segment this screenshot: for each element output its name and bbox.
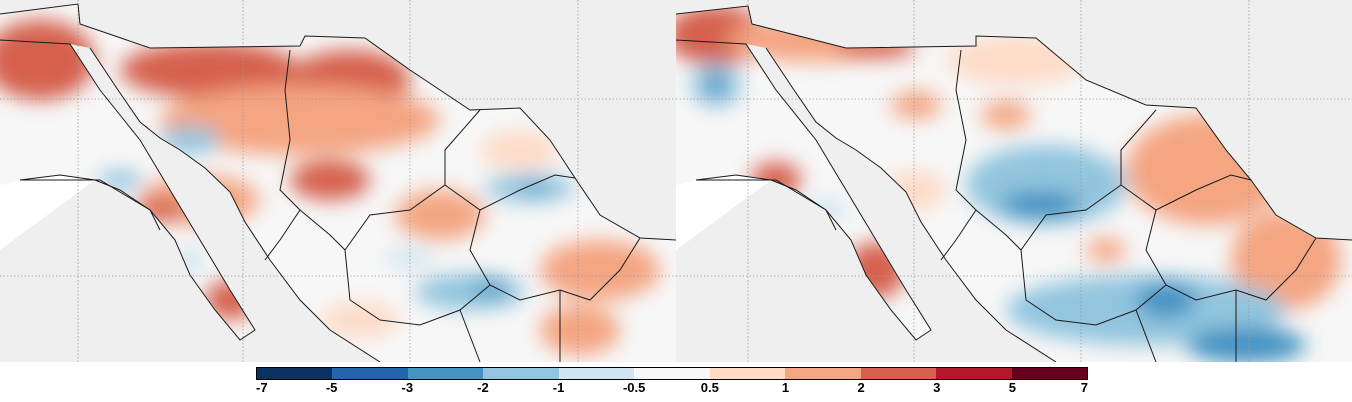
map-panel-left: [0, 0, 676, 362]
state-borders-left: [0, 3, 676, 362]
colorbar-tick-label: -3: [401, 380, 414, 395]
colorbar-labels: -7 -5 -3 -2 -1 -0.5 0.5 1 2 3 5 7: [256, 380, 1088, 398]
colorbar-tick-label: 5: [1008, 380, 1016, 395]
colorbar-segment: [483, 368, 559, 379]
colorbar: [256, 367, 1088, 380]
colorbar-segment: [860, 368, 937, 379]
colorbar-tick-label: 7: [1080, 380, 1088, 395]
colorbar-segment: [634, 368, 710, 379]
anomaly-field-left: [0, 20, 660, 355]
colorbar-tick-label: -7: [256, 380, 268, 395]
colorbar-segment: [785, 368, 861, 379]
colorbar-tick-label: 1: [781, 380, 790, 395]
gridlines-left: [0, 0, 676, 362]
colorbar-segment: [558, 368, 635, 379]
colorbar-segment: [407, 368, 484, 379]
colorbar-segment: [936, 368, 1012, 379]
colorbar-segment: [1011, 368, 1087, 379]
colorbar-tick-label: 3: [933, 380, 941, 395]
map-right-svg: [676, 0, 1352, 362]
colorbar-tick-label: -2: [477, 380, 489, 395]
map-panel-right: [676, 0, 1352, 362]
colorbar-segment: [257, 368, 333, 379]
colorbar-tick-label: 2: [857, 380, 865, 395]
colorbar-tick-label: -0.5: [622, 380, 646, 395]
gridlines-right: [676, 0, 1352, 362]
colorbar-tick-label: 0.5: [700, 380, 719, 395]
colorbar-tick-label: -1: [552, 380, 565, 395]
colorbar-segment: [709, 368, 786, 379]
state-borders-right: [676, 5, 1352, 362]
map-left-svg: [0, 0, 676, 362]
colorbar-segment: [332, 368, 408, 379]
colorbar-tick-label: -5: [325, 380, 338, 395]
